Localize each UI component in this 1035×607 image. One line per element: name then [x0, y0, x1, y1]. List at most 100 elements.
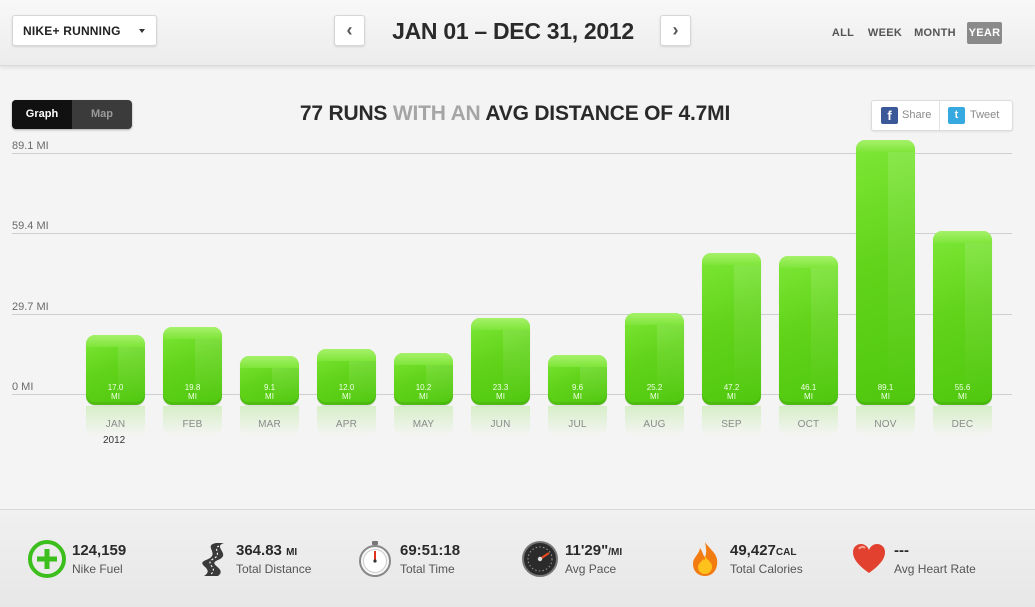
- bar-jan[interactable]: 17.0 MI: [86, 335, 145, 405]
- bar-shine: [118, 347, 145, 405]
- bar-value-label: 19.8: [184, 382, 201, 392]
- x-axis-month-label: SEP: [721, 419, 742, 430]
- range-tab-week[interactable]: WEEK: [867, 27, 903, 39]
- stat-value: 49,427: [730, 542, 776, 559]
- bar-cap: [240, 356, 299, 369]
- bar-value-unit: MI: [958, 391, 967, 401]
- flame-icon: [693, 542, 718, 576]
- range-tab-year[interactable]: YEAR: [967, 22, 1002, 44]
- summary-avg-distance: AVG DISTANCE OF 4.7MI: [485, 102, 731, 125]
- bar-reflection: [163, 406, 222, 436]
- bar-value-label: 17.0: [107, 382, 124, 392]
- bar-value-label: 10.2: [415, 382, 432, 392]
- bar-cap: [86, 335, 145, 348]
- graph-view-button[interactable]: Graph: [12, 100, 72, 129]
- stat-label: Total Time: [400, 562, 455, 576]
- bar-cap: [394, 353, 453, 366]
- bar-shine: [272, 368, 299, 405]
- bar-reflection: [933, 406, 992, 436]
- bar-value: 17.0 MI: [86, 383, 145, 401]
- bar-value-label: 9.6: [571, 382, 584, 392]
- bar-reflection: [548, 406, 607, 436]
- chevron-right-icon: ›: [672, 20, 679, 40]
- nike-fuel-plus-icon: [28, 540, 66, 578]
- bar-value-unit: MI: [496, 391, 505, 401]
- previous-period-button[interactable]: ‹: [334, 15, 365, 46]
- bar-value-label: 12.0: [338, 382, 355, 392]
- bar-value: 10.2 MI: [394, 383, 453, 401]
- bar-value: 47.2 MI: [702, 383, 761, 401]
- bar-value-unit: MI: [111, 391, 120, 401]
- summary-runs: 77 RUNS: [299, 102, 388, 125]
- bar-cap: [933, 230, 992, 243]
- runs-summary: 77 RUNS WITH AN AVG DISTANCE OF 4.7MI: [200, 102, 830, 126]
- bar-cap: [471, 317, 530, 330]
- x-axis-month-label: FEB: [182, 419, 203, 430]
- bar-sep[interactable]: 47.2 MI: [702, 253, 761, 405]
- date-range-title: JAN 01 – DEC 31, 2012: [392, 18, 634, 44]
- twitter-tweet-button[interactable]: t Tweet: [948, 101, 1008, 130]
- bar-oct[interactable]: 46.1 MI: [779, 256, 838, 405]
- bar-dec[interactable]: 55.6 MI: [933, 230, 992, 405]
- bar-value: 12.0 MI: [317, 383, 376, 401]
- stat-unit: MI: [286, 547, 298, 558]
- bar-value-label: 89.1: [877, 383, 894, 392]
- x-axis-month-label: DEC: [951, 419, 974, 430]
- bar-reflection: [394, 406, 453, 436]
- map-view-button[interactable]: Map: [91, 108, 113, 120]
- bar-reflection: [317, 406, 376, 436]
- app-select-dropdown[interactable]: NIKE+ RUNNING: [12, 15, 157, 46]
- stat-label: Avg Heart Rate: [894, 562, 976, 576]
- bar-value-unit: MI: [573, 391, 582, 401]
- bar-cap: [779, 256, 838, 269]
- bar-apr[interactable]: 12.0 MI: [317, 348, 376, 405]
- bar-feb[interactable]: 19.8 MI: [163, 327, 222, 405]
- heart-icon: [853, 544, 885, 573]
- gridline: [12, 313, 1012, 315]
- bar-cap: [702, 253, 761, 266]
- bar-reflection: [625, 406, 684, 436]
- bar-reflection: [779, 406, 838, 436]
- bar-value-label: 25.2: [646, 382, 663, 392]
- y-axis-tick-label: 29.7 MI: [12, 300, 49, 313]
- bar-value: 9.6 MI: [548, 383, 607, 401]
- bar-jun[interactable]: 23.3 MI: [471, 317, 530, 405]
- bar-value-unit: MI: [804, 391, 813, 401]
- bar-shine: [811, 268, 838, 405]
- bar-reflection: [856, 406, 915, 436]
- bar-aug[interactable]: 25.2 MI: [625, 312, 684, 405]
- next-period-button[interactable]: ›: [660, 15, 691, 46]
- gridline: [12, 153, 1012, 154]
- bar-shine: [657, 324, 684, 405]
- bar-shine: [965, 242, 992, 405]
- facebook-share-button[interactable]: f Share: [881, 101, 937, 130]
- x-axis-month-label: MAR: [258, 419, 281, 430]
- summary-connector: WITH AN: [392, 102, 481, 125]
- bar-shine: [580, 367, 607, 405]
- bar-value-label: 47.2: [723, 382, 740, 392]
- bar-shine: [195, 339, 222, 405]
- bar-value-label: 9.1: [263, 382, 276, 392]
- top-bar: NIKE+ RUNNING ‹ JAN 01 – DEC 31, 2012 › …: [0, 0, 1035, 66]
- bar-reflection: [471, 406, 530, 436]
- caret-down-icon: [139, 29, 145, 33]
- twitter-bird-icon: t: [948, 107, 965, 124]
- bar-value: 25.2 MI: [625, 383, 684, 401]
- stat-unit: /MI: [608, 547, 623, 558]
- bar-jul[interactable]: 9.6 MI: [548, 355, 607, 405]
- bar-reflection: [86, 406, 145, 436]
- tweet-label: Tweet: [970, 109, 1000, 121]
- range-tab-all[interactable]: ALL: [831, 27, 855, 39]
- bar-cap: [317, 348, 376, 361]
- bar-may[interactable]: 10.2 MI: [394, 353, 453, 405]
- bar-mar[interactable]: 9.1 MI: [240, 356, 299, 405]
- stat-label: Nike Fuel: [72, 562, 123, 576]
- bar-shine: [349, 360, 376, 405]
- range-tab-month[interactable]: MONTH: [914, 27, 956, 39]
- stat-value: 364.83: [236, 542, 282, 559]
- bar-value-unit: MI: [342, 391, 351, 401]
- x-axis-month-label: AUG: [643, 419, 666, 430]
- bar-value: 46.1 MI: [779, 383, 838, 401]
- bar-value: 9.1 MI: [240, 383, 299, 401]
- bar-nov[interactable]: 89.1 MI: [856, 140, 915, 405]
